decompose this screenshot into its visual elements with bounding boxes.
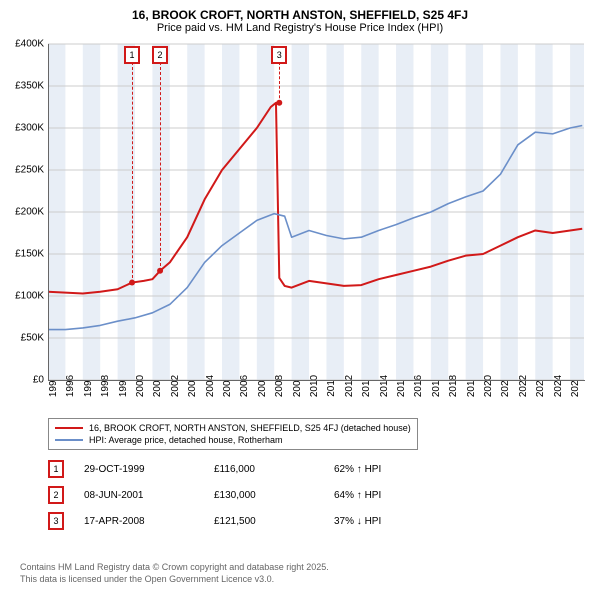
legend-row: 16, BROOK CROFT, NORTH ANSTON, SHEFFIELD…: [55, 422, 411, 434]
marker-line: [132, 62, 133, 283]
event-delta: 62% ↑ HPI: [334, 464, 381, 475]
legend: 16, BROOK CROFT, NORTH ANSTON, SHEFFIELD…: [48, 418, 418, 450]
marker-box: 1: [124, 46, 140, 64]
event-date: 17-APR-2008: [84, 516, 194, 527]
marker-box: 3: [271, 46, 287, 64]
event-marker-box: 2: [48, 486, 64, 504]
attribution-line-1: Contains HM Land Registry data © Crown c…: [20, 562, 329, 572]
marker-box: 2: [152, 46, 168, 64]
marker-line: [160, 62, 161, 271]
event-date: 08-JUN-2001: [84, 490, 194, 501]
legend-swatch: [55, 427, 83, 429]
event-delta: 37% ↓ HPI: [334, 516, 381, 527]
legend-swatch: [55, 439, 83, 441]
legend-label: 16, BROOK CROFT, NORTH ANSTON, SHEFFIELD…: [89, 423, 411, 433]
event-row: 3 17-APR-2008 £121,500 37% ↓ HPI: [48, 512, 381, 530]
event-price: £130,000: [214, 490, 314, 501]
legend-label: HPI: Average price, detached house, Roth…: [89, 435, 282, 445]
event-marker-box: 1: [48, 460, 64, 478]
chart-container: 16, BROOK CROFT, NORTH ANSTON, SHEFFIELD…: [0, 0, 600, 590]
event-delta: 64% ↑ HPI: [334, 490, 381, 501]
marker-line: [279, 62, 280, 103]
event-row: 2 08-JUN-2001 £130,000 64% ↑ HPI: [48, 486, 381, 504]
legend-row: HPI: Average price, detached house, Roth…: [55, 434, 411, 446]
plot-border: [48, 44, 585, 381]
event-table: 1 29-OCT-1999 £116,000 62% ↑ HPI 2 08-JUN-200…: [48, 460, 381, 538]
event-marker-box: 3: [48, 512, 64, 530]
event-price: £116,000: [214, 464, 314, 475]
event-row: 1 29-OCT-1999 £116,000 62% ↑ HPI: [48, 460, 381, 478]
attribution-line-2: This data is licensed under the Open Gov…: [20, 574, 274, 584]
event-date: 29-OCT-1999: [84, 464, 194, 475]
event-price: £121,500: [214, 516, 314, 527]
